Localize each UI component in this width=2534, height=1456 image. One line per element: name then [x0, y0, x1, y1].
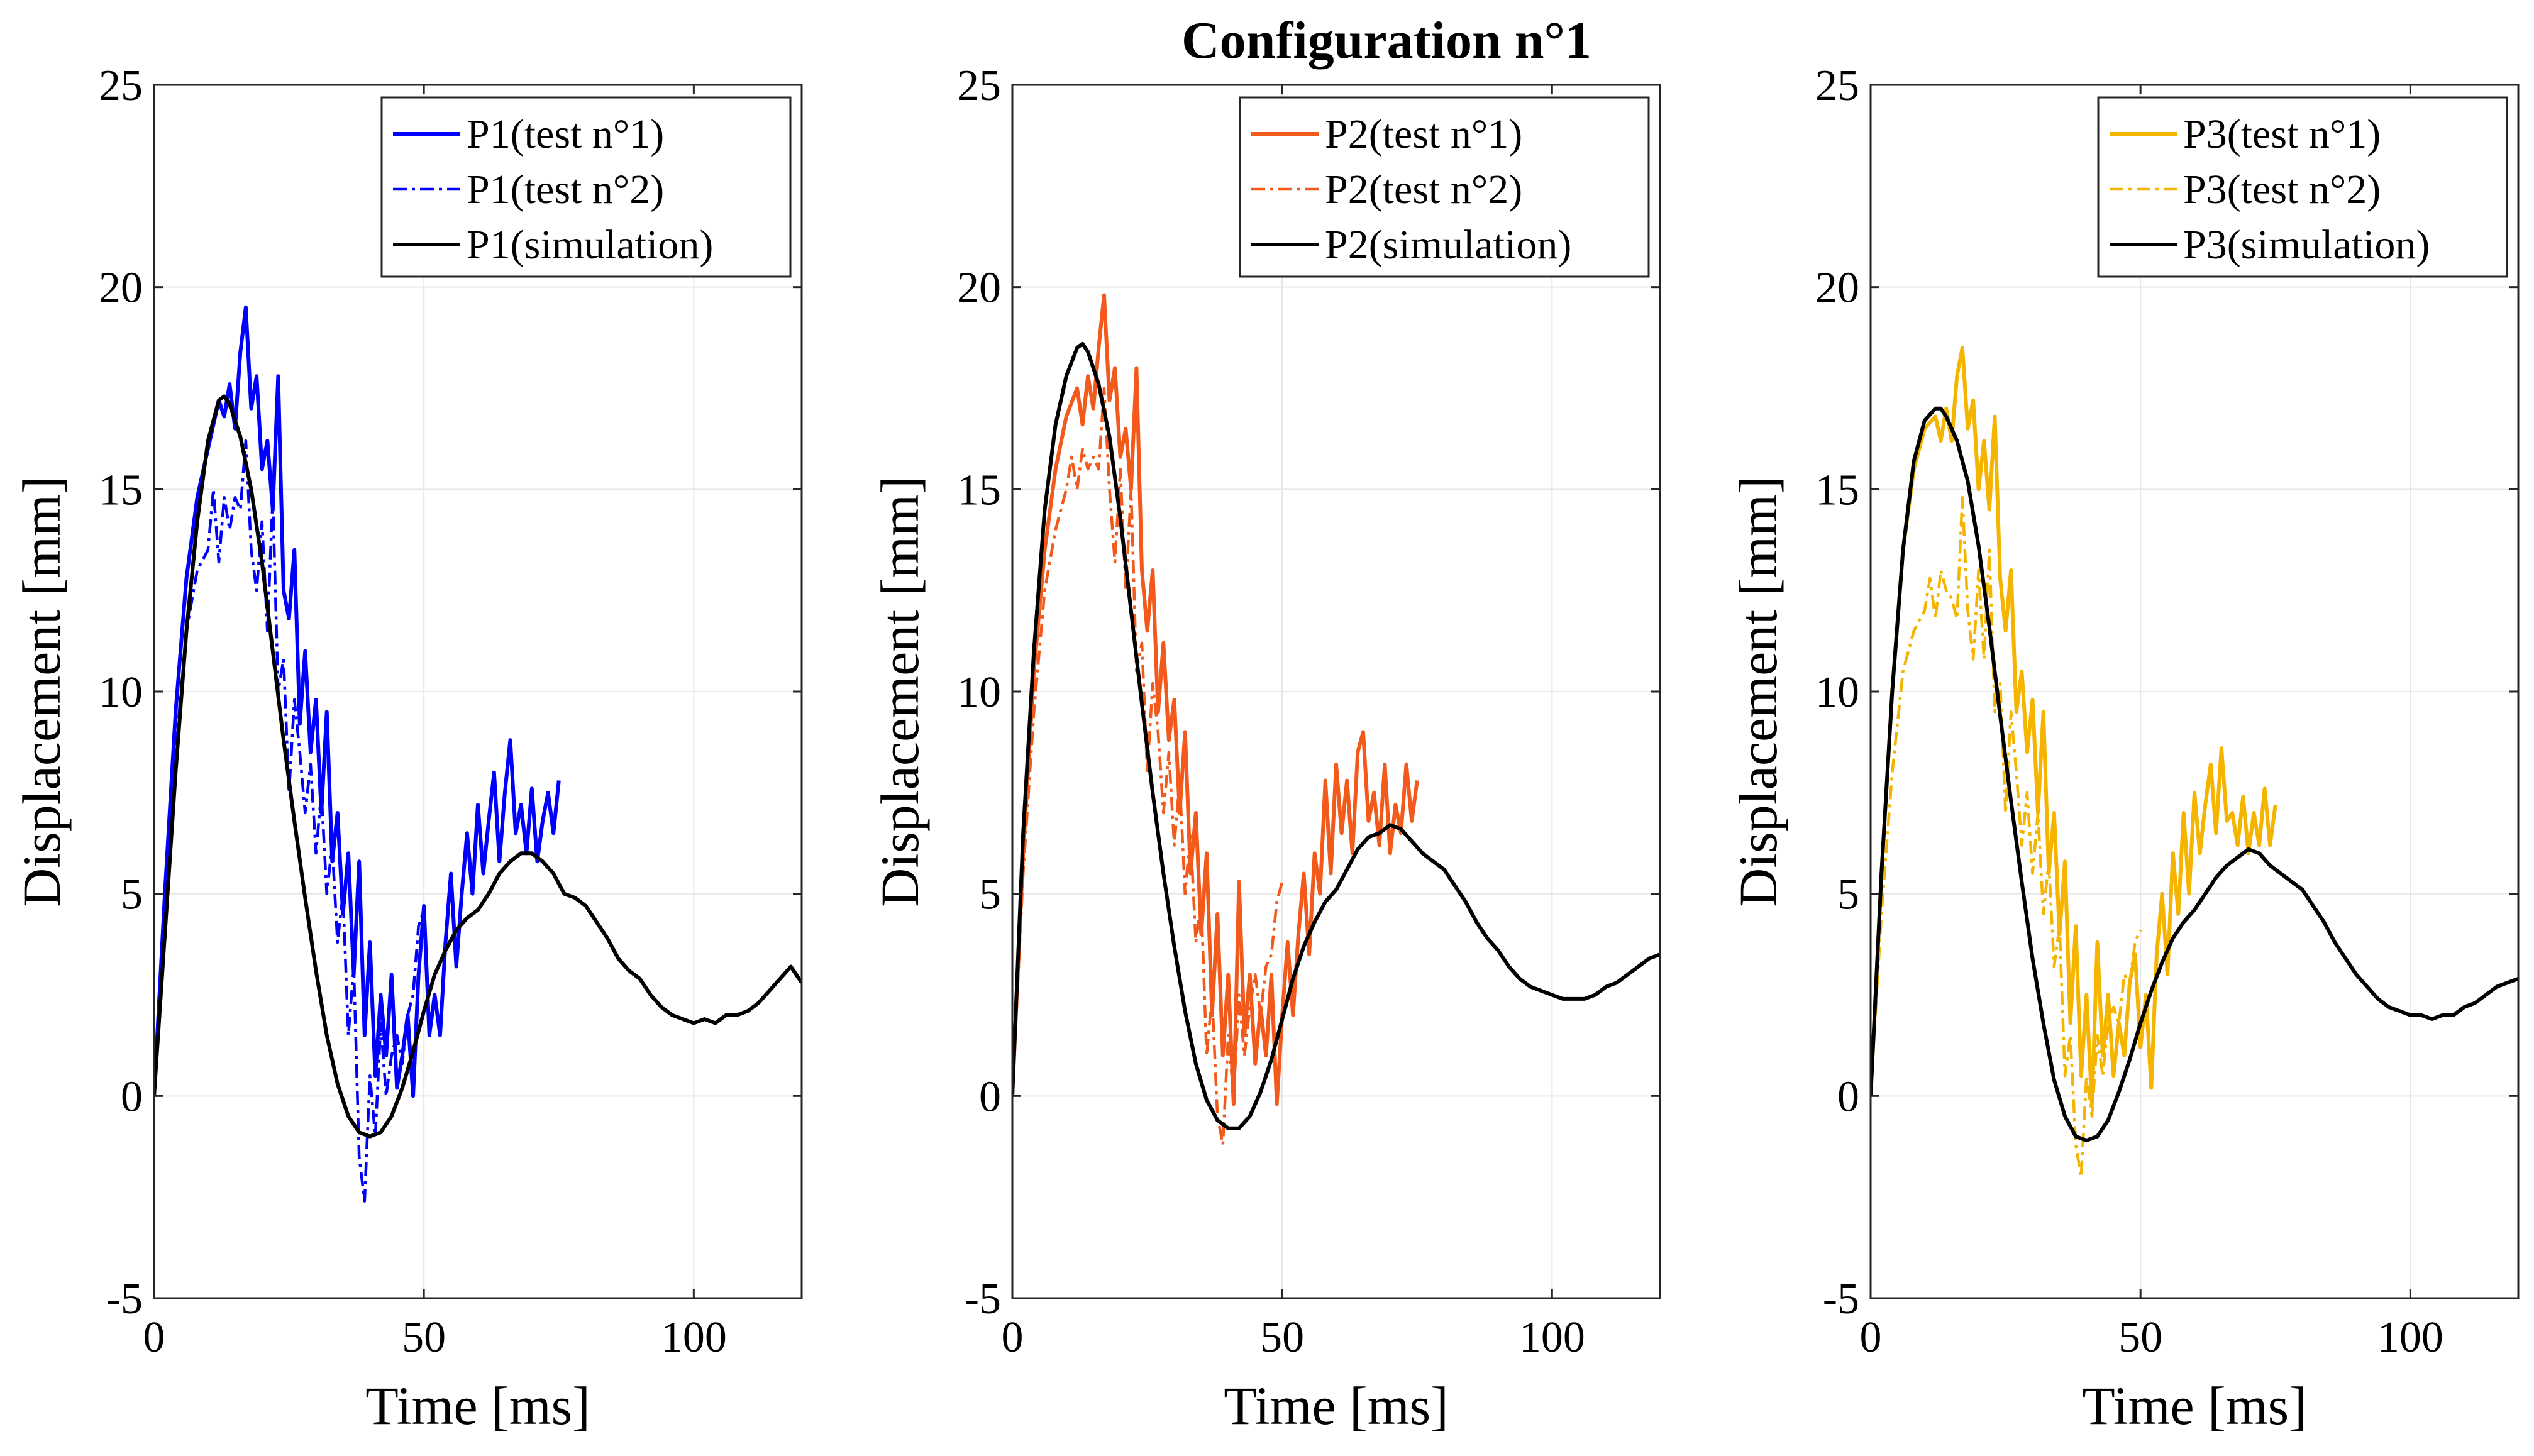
chart-2-x-tick-label: 50 — [1260, 1313, 1304, 1362]
chart-2-legend-box — [1239, 96, 1650, 278]
figure-title: Configuration n°1 — [1181, 11, 1591, 70]
chart-1-x-tick-label: 100 — [661, 1313, 727, 1362]
chart-3-legend-label-1: P3(test n°1) — [2183, 111, 2381, 157]
chart-2-y-tick-label: 25 — [957, 62, 1001, 110]
chart-1-x-tick-label: 0 — [143, 1313, 165, 1362]
chart-3-x-axis-label: Time [ms] — [2082, 1376, 2307, 1436]
chart-1-series-3-line — [154, 394, 802, 1139]
chart-1-legend-label-2: P1(test n°2) — [467, 167, 664, 212]
chart-3-y-tick-label: 10 — [1815, 668, 1859, 717]
chart-2-y-tick-label: 5 — [979, 871, 1001, 919]
chart-3-y-tick-label: -5 — [1823, 1275, 1859, 1323]
chart-3-series-group — [1871, 346, 2518, 1179]
chart-3-x-tick-label: 50 — [2118, 1313, 2162, 1362]
chart-2-y-tick-label: 0 — [979, 1073, 1001, 1121]
chart-1-y-tick-label: 15 — [99, 466, 143, 514]
chart-1-y-tick-label: 25 — [99, 62, 143, 110]
chart-3-legend: P3(test n°1) P3(test n°2) P3(simulation) — [2097, 96, 2508, 278]
chart-2-y-tick-label: 20 — [957, 264, 1001, 312]
chart-2-y-tick-label: -5 — [965, 1275, 1001, 1323]
chart-2-series-3-line — [1012, 341, 1660, 1130]
chart-3-series-3-line — [1871, 406, 2518, 1143]
chart-2-legend: P2(test n°1) P2(test n°2) P2(simulation) — [1239, 96, 1650, 278]
chart-2-x-tick-label: 100 — [1519, 1313, 1585, 1362]
chart-2-series-group — [1012, 293, 1660, 1146]
chart-1-y-tick-label: 10 — [99, 668, 143, 717]
chart-2-y-axis-label: Displacement [mm] — [870, 476, 930, 907]
chart-1-series-group — [154, 305, 802, 1203]
chart-1-legend: P1(test n°1) P1(test n°2) P1(simulation) — [380, 96, 792, 278]
chart-1-series-1-line — [154, 305, 561, 1098]
chart-2-series-1-line — [1012, 293, 1419, 1106]
chart-1-y-tick-label: 20 — [99, 264, 143, 312]
chart-2-y-tick-label: 10 — [957, 668, 1001, 717]
chart-1-legend-label-3: P1(simulation) — [467, 222, 713, 268]
chart-1-y-axis-label: Displacement [mm] — [11, 476, 72, 907]
chart-1-legend-box — [380, 96, 792, 278]
chart-3-legend-box — [2097, 96, 2508, 278]
chart-3-y-tick-label: 15 — [1815, 466, 1859, 514]
chart-3-x-tick-label: 0 — [1860, 1313, 1882, 1362]
chart-1-x-tick-label: 50 — [402, 1313, 446, 1362]
chart-3-y-tick-label: 20 — [1815, 264, 1859, 312]
chart-2-legend-label-2: P2(test n°2) — [1325, 167, 1522, 212]
chart-1-legend-label-1: P1(test n°1) — [467, 111, 664, 157]
chart-3-series-1-line — [1871, 346, 2277, 1106]
chart-3-series-2-line — [1871, 495, 2142, 1179]
chart-1-y-tick-label: -5 — [106, 1275, 143, 1323]
chart-1-y-tick-label: 5 — [121, 871, 143, 919]
chart-3-legend-label-3: P3(simulation) — [2183, 222, 2430, 268]
chart-3-y-tick-label: 0 — [1837, 1073, 1859, 1121]
chart-3-x-tick-label: 100 — [2377, 1313, 2443, 1362]
chart-3-y-axis-label: Displacement [mm] — [1728, 476, 1788, 907]
chart-1-series-2-line — [154, 439, 426, 1203]
chart-1-x-axis-label: Time [ms] — [365, 1376, 590, 1436]
chart-2-x-tick-label: 0 — [1002, 1313, 1024, 1362]
chart-2-series-2-line — [1012, 387, 1284, 1146]
chart-2-legend-label-1: P2(test n°1) — [1325, 111, 1522, 157]
chart-3-y-tick-label: 25 — [1815, 62, 1859, 110]
chart-2-y-tick-label: 15 — [957, 466, 1001, 514]
chart-2-legend-label-3: P2(simulation) — [1325, 222, 1571, 268]
chart-3-y-tick-label: 5 — [1837, 871, 1859, 919]
chart-1-y-tick-label: 0 — [121, 1073, 143, 1121]
chart-2-x-axis-label: Time [ms] — [1224, 1376, 1449, 1436]
chart-3-legend-label-2: P3(test n°2) — [2183, 167, 2381, 212]
